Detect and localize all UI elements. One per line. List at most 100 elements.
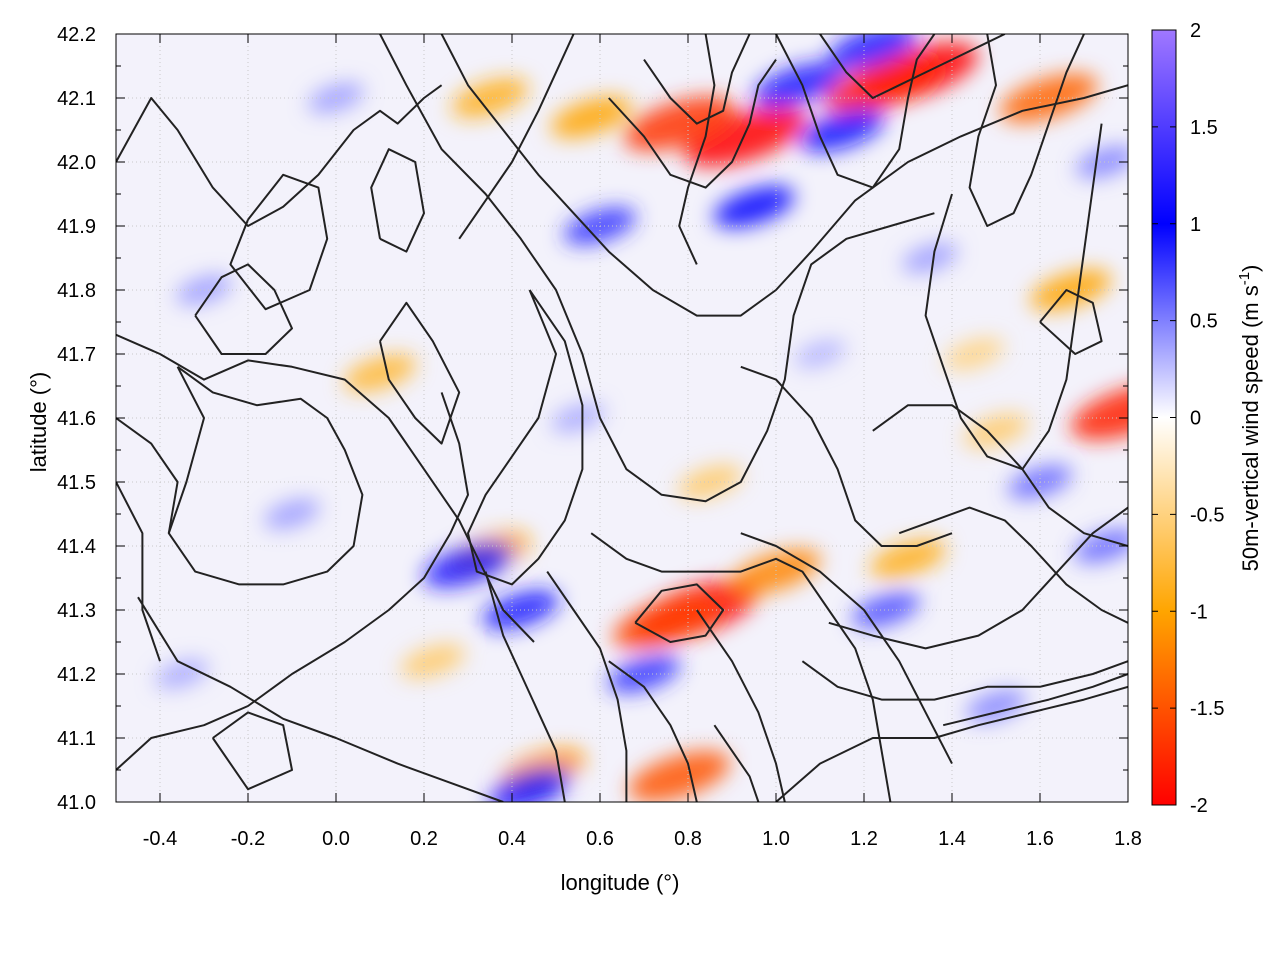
contour-line-10 [379, 301, 461, 445]
heat-cell-39 [902, 242, 958, 274]
colorbar-tick-label-0: 2 [1190, 20, 1201, 42]
heat-cell-35 [264, 498, 320, 530]
y-tick-label-12: 42.2 [57, 24, 96, 46]
contour-line-28 [775, 34, 936, 189]
heat-cell-0 [683, 106, 807, 167]
x-tick-label-4: 0.4 [498, 828, 526, 850]
contour-line-31 [678, 34, 716, 265]
colorbar-label-close: ) [1238, 265, 1263, 272]
contour-line-32 [458, 34, 575, 240]
contour-line-11 [484, 571, 566, 802]
colorbar-tick-label-3: 0.5 [1190, 311, 1218, 333]
contour-line-7 [379, 34, 935, 503]
terrain-contours [116, 34, 1128, 802]
contour-line-25 [740, 365, 953, 547]
heat-cell-22 [799, 108, 885, 152]
contour-line-2 [167, 365, 364, 586]
contour-line-37 [116, 417, 179, 534]
y-tick-label-7: 41.7 [57, 344, 96, 366]
contour-line-6 [211, 711, 293, 791]
contour-line-23 [942, 673, 1128, 727]
contour-line-27 [1039, 289, 1103, 355]
contour-line-34 [819, 34, 1006, 99]
y-tick-label-10: 42.0 [57, 152, 96, 174]
colorbar-label: 50m-vertical wind speed (m s-1) [1236, 265, 1263, 572]
contour-line-15 [608, 660, 698, 802]
y-tick-label-5: 41.5 [57, 472, 96, 494]
y-tick-label-9: 41.9 [57, 216, 96, 238]
colorbar-tick-label-4: 0 [1190, 408, 1201, 430]
contour-line-22 [872, 404, 1128, 547]
contour-line-3 [229, 173, 329, 311]
contour-line-5 [116, 392, 469, 771]
heat-cell-12 [1070, 383, 1128, 440]
contour-line-14 [634, 583, 725, 643]
heat-cell-37 [551, 403, 605, 433]
y-tick-label-6: 41.6 [57, 408, 96, 430]
heat-cell-18 [400, 644, 465, 679]
heat-cell-40 [155, 659, 209, 689]
contour-line-13 [590, 532, 892, 802]
colorbar-tick-label-2: 1 [1190, 214, 1201, 236]
x-tick-label-2: 0.0 [322, 828, 350, 850]
contour-line-24 [775, 685, 1128, 802]
contour-line-12 [546, 571, 628, 802]
contour-line-35 [968, 34, 1085, 227]
heat-cell-16 [343, 354, 417, 393]
contour-line-0 [116, 84, 443, 227]
contour-line-4 [137, 596, 504, 802]
x-tick-label-10: 1.6 [1026, 828, 1054, 850]
contour-line-19 [801, 660, 1128, 701]
x-axis: -0.4 -0.2 0.0 0.2 0.4 0.6 0.8 1.0 1.2 1.4 1.6 1.8 [143, 34, 1142, 850]
contour-line-16 [713, 724, 760, 802]
colorbar-tick-label-6: -1 [1190, 601, 1208, 623]
x-tick-label-1: -0.2 [231, 828, 265, 850]
heat-cell-20 [944, 337, 1004, 371]
heat-cell-7 [731, 548, 821, 595]
heat-cell-26 [423, 542, 513, 588]
y-tick-label-0: 41.0 [57, 792, 96, 814]
x-tick-label-5: 0.6 [586, 828, 614, 850]
y-axis-label: latitude (°) [26, 372, 51, 473]
colorbar-tick-label-8: -2 [1190, 795, 1208, 817]
colorbar-axis: 2 1.5 1 0.5 0 -0.5 -1 -1.5 -2 [1152, 20, 1224, 817]
x-tick-label-9: 1.4 [938, 828, 966, 850]
colorbar-tick-label-7: -1.5 [1190, 698, 1224, 720]
contour-line-18 [740, 532, 953, 765]
heat-cell-24 [828, 34, 918, 70]
y-tick-label-4: 41.4 [57, 536, 96, 558]
contour-line-26 [924, 123, 1103, 471]
x-tick-label-11: 1.8 [1114, 828, 1142, 850]
heat-cell-1 [624, 96, 735, 151]
contour-line-36 [116, 481, 161, 662]
heat-cell-33 [966, 689, 1026, 723]
heat-cell-8 [550, 96, 632, 138]
x-tick-label-7: 1.0 [762, 828, 790, 850]
contour-line-30 [643, 34, 751, 125]
x-tick-label-3: 0.2 [410, 828, 438, 850]
y-tick-label-2: 41.2 [57, 664, 96, 686]
contour-line-38 [194, 263, 293, 355]
contour-line-33 [370, 148, 425, 253]
heat-cell-38 [1076, 145, 1128, 179]
colorbar-tick-label-5: -0.5 [1190, 504, 1224, 526]
grid-lines [116, 34, 1128, 802]
contour-line-20 [828, 506, 1128, 650]
y-tick-label-11: 42.1 [57, 88, 96, 110]
heat-cell-23 [713, 186, 795, 228]
x-tick-label-8: 1.2 [850, 828, 878, 850]
y-axis: 41.0 41.1 41.2 41.3 41.4 41.5 41.6 41.7 41.8 41.9… [57, 24, 1128, 814]
colorbar-label-superscript: -1 [1236, 272, 1253, 285]
colorbar-tick-label-1: 1.5 [1190, 117, 1218, 139]
heat-cell-15 [869, 539, 947, 579]
heat-cell-19 [964, 413, 1028, 448]
heat-cell-10 [628, 750, 731, 802]
heat-cell-28 [489, 768, 570, 802]
contour-line-9 [467, 289, 584, 586]
x-tick-label-6: 0.8 [674, 828, 702, 850]
x-axis-label: longitude (°) [561, 870, 680, 895]
heat-cell-21 [753, 62, 843, 108]
x-tick-label-0: -0.4 [143, 828, 177, 850]
contour-line-17 [695, 609, 786, 802]
